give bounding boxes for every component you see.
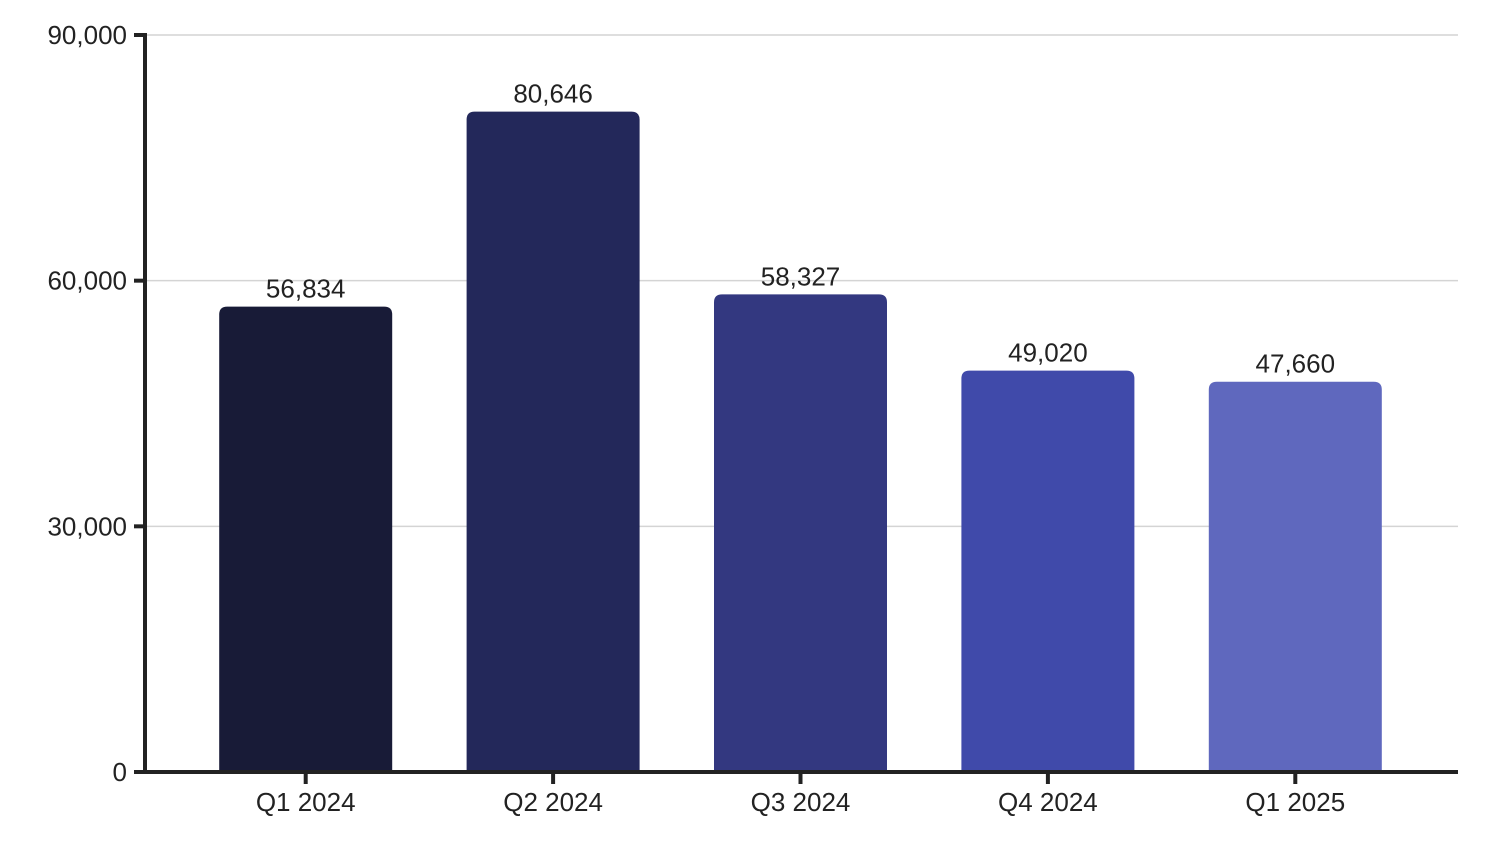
bar-value-label: 49,020 [1008, 338, 1088, 368]
bar-value-label: 58,327 [761, 261, 841, 291]
x-tick-label: Q2 2024 [503, 787, 603, 817]
bar [466, 111, 640, 772]
y-tick-label: 0 [113, 757, 127, 787]
bar [1208, 381, 1382, 772]
x-tick-label: Q1 2025 [1245, 787, 1345, 817]
value-labels: 56,834 80,646 58,327 49,020 47,660 [266, 79, 1335, 379]
y-tick-label: 30,000 [47, 511, 127, 541]
bar-value-label: 47,660 [1256, 349, 1336, 379]
bar-value-label: 56,834 [266, 274, 346, 304]
bars [219, 111, 1382, 772]
bar-value-label: 80,646 [513, 79, 593, 109]
bar [714, 294, 887, 772]
x-tick-label: Q4 2024 [998, 787, 1098, 817]
y-tick-label: 60,000 [47, 266, 127, 296]
ticks: 0 30,000 60,000 90,000 Q1 2024 Q2 2024 Q3 2024… [47, 20, 1345, 817]
x-tick-label: Q3 2024 [751, 787, 851, 817]
bar [961, 370, 1135, 772]
x-tick-label: Q1 2024 [256, 787, 356, 817]
y-tick-label: 90,000 [47, 20, 127, 50]
bar [219, 306, 393, 772]
